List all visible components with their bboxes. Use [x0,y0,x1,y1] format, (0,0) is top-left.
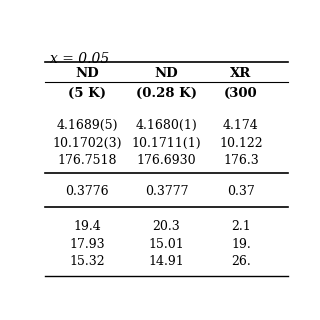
Text: 4.1680(1): 4.1680(1) [136,119,197,132]
Text: ND: ND [75,67,99,80]
Text: 26.: 26. [231,255,251,268]
Text: 15.01: 15.01 [148,238,184,251]
Text: 10.1711(1): 10.1711(1) [132,137,201,150]
Text: (300: (300 [224,87,258,100]
Text: 20.3: 20.3 [153,220,180,233]
Text: 176.7518: 176.7518 [57,154,117,167]
Text: 4.174: 4.174 [223,119,259,132]
Text: 0.37: 0.37 [227,185,255,198]
Text: 176.6930: 176.6930 [137,154,196,167]
Text: 15.32: 15.32 [69,255,105,268]
Text: 19.4: 19.4 [73,220,101,233]
Text: 4.1689(5): 4.1689(5) [56,119,118,132]
Text: ND: ND [155,67,178,80]
Text: x = 0.05: x = 0.05 [50,52,109,66]
Text: 0.3776: 0.3776 [65,185,109,198]
Text: (0.28 K): (0.28 K) [136,87,197,100]
Text: 10.1702(3): 10.1702(3) [52,137,122,150]
Text: 10.122: 10.122 [219,137,263,150]
Text: 0.3777: 0.3777 [145,185,188,198]
Text: (5 K): (5 K) [68,87,106,100]
Text: 176.3: 176.3 [223,154,259,167]
Text: 19.: 19. [231,238,251,251]
Text: 2.1: 2.1 [231,220,251,233]
Text: 14.91: 14.91 [148,255,184,268]
Text: 17.93: 17.93 [69,238,105,251]
Text: XR: XR [230,67,252,80]
